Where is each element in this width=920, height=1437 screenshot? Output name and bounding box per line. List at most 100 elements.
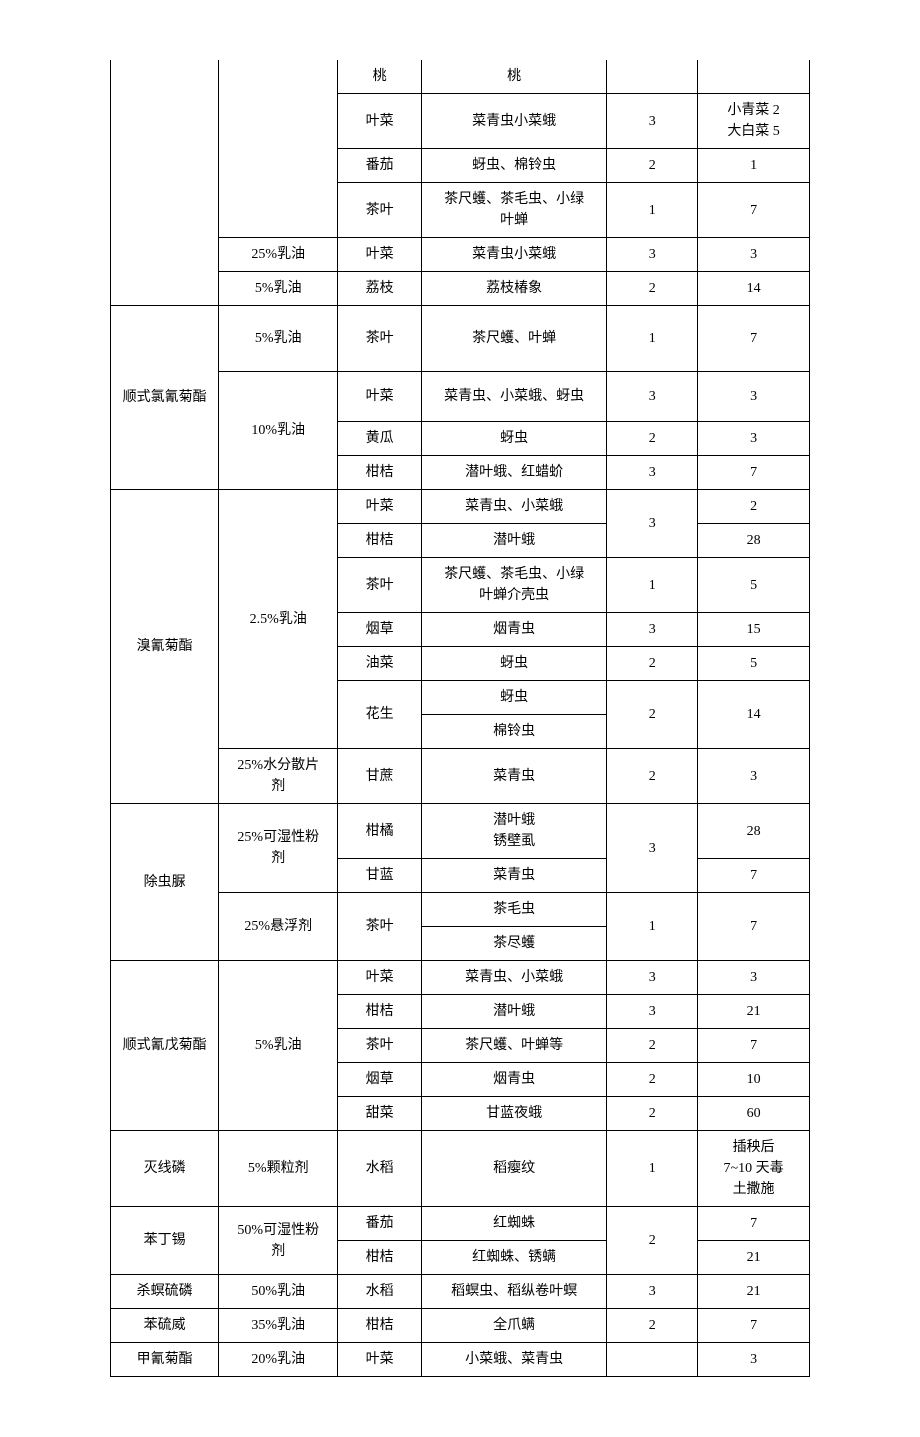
cell-col5: 2 bbox=[607, 422, 698, 456]
cell-col2: 10%乳油 bbox=[219, 372, 338, 490]
cell-col2: 25%悬浮剂 bbox=[219, 893, 338, 961]
cell-col4: 茶毛虫 bbox=[422, 893, 607, 927]
cell-col2: 2.5%乳油 bbox=[219, 490, 338, 749]
cell-col4: 茶尺蠖、叶蝉等 bbox=[422, 1029, 607, 1063]
cell-col4: 稻瘿纹 bbox=[422, 1131, 607, 1207]
cell-col6: 3 bbox=[698, 238, 810, 272]
cell-col4: 茶尽蠖 bbox=[422, 927, 607, 961]
cell-col6: 21 bbox=[698, 1241, 810, 1275]
cell-col3: 甜菜 bbox=[338, 1097, 422, 1131]
cell-col6: 14 bbox=[698, 681, 810, 749]
cell-col3: 烟草 bbox=[338, 1063, 422, 1097]
cell-col6: 7 bbox=[698, 306, 810, 372]
cell-col5: 2 bbox=[607, 681, 698, 749]
table-row: 桃桃 bbox=[111, 60, 810, 94]
cell-col5: 2 bbox=[607, 1207, 698, 1275]
cell-col1: 苯丁锡 bbox=[111, 1207, 219, 1275]
cell-col5: 2 bbox=[607, 647, 698, 681]
cell-col6: 28 bbox=[698, 524, 810, 558]
cell-col4: 桃 bbox=[422, 60, 607, 94]
cell-col4: 菜青虫、小菜蛾、蚜虫 bbox=[422, 372, 607, 422]
cell-col5: 2 bbox=[607, 272, 698, 306]
cell-col6: 7 bbox=[698, 1309, 810, 1343]
cell-col5: 3 bbox=[607, 94, 698, 149]
cell-col3: 番茄 bbox=[338, 149, 422, 183]
cell-col2: 5%乳油 bbox=[219, 306, 338, 372]
cell-col3: 茶叶 bbox=[338, 183, 422, 238]
cell-col1: 顺式氯氰菊酯 bbox=[111, 306, 219, 490]
cell-col5: 3 bbox=[607, 995, 698, 1029]
cell-col4: 蚜虫 bbox=[422, 681, 607, 715]
cell-col4: 茶尺蠖、叶蝉 bbox=[422, 306, 607, 372]
cell-col4: 菜青虫小菜蛾 bbox=[422, 94, 607, 149]
cell-col6: 7 bbox=[698, 859, 810, 893]
cell-col4: 红蜘蛛、锈螨 bbox=[422, 1241, 607, 1275]
cell-col1: 灭线磷 bbox=[111, 1131, 219, 1207]
cell-col3: 柑桔 bbox=[338, 1241, 422, 1275]
cell-col2: 5%颗粒剂 bbox=[219, 1131, 338, 1207]
cell-col3: 柑桔 bbox=[338, 995, 422, 1029]
cell-col4: 甘蓝夜蛾 bbox=[422, 1097, 607, 1131]
cell-col6: 3 bbox=[698, 749, 810, 804]
cell-col4: 棉铃虫 bbox=[422, 715, 607, 749]
cell-col2: 25%可湿性粉剂 bbox=[219, 804, 338, 893]
cell-col2: 25%乳油 bbox=[219, 238, 338, 272]
cell-col5: 3 bbox=[607, 238, 698, 272]
cell-col3: 桃 bbox=[338, 60, 422, 94]
cell-col5: 1 bbox=[607, 893, 698, 961]
cell-col2: 35%乳油 bbox=[219, 1309, 338, 1343]
cell-col4: 蚜虫、棉铃虫 bbox=[422, 149, 607, 183]
cell-col5: 2 bbox=[607, 1309, 698, 1343]
cell-col6: 21 bbox=[698, 995, 810, 1029]
cell-col5: 3 bbox=[607, 456, 698, 490]
cell-col3: 荔枝 bbox=[338, 272, 422, 306]
cell-col1: 苯硫威 bbox=[111, 1309, 219, 1343]
cell-col3: 茶叶 bbox=[338, 1029, 422, 1063]
cell-col3: 烟草 bbox=[338, 613, 422, 647]
cell-col5: 2 bbox=[607, 149, 698, 183]
cell-col3: 柑桔 bbox=[338, 1309, 422, 1343]
cell-col3: 柑桔 bbox=[338, 524, 422, 558]
cell-col4: 稻螟虫、稻纵卷叶螟 bbox=[422, 1275, 607, 1309]
cell-col6: 1 bbox=[698, 149, 810, 183]
cell-col5: 1 bbox=[607, 1131, 698, 1207]
cell-col6: 28 bbox=[698, 804, 810, 859]
cell-col6: 7 bbox=[698, 1029, 810, 1063]
table-row: 苯丁锡50%可湿性粉剂番茄红蜘蛛27 bbox=[111, 1207, 810, 1241]
cell-col3: 黄瓜 bbox=[338, 422, 422, 456]
cell-col4: 茶尺蠖、茶毛虫、小绿叶蝉介壳虫 bbox=[422, 558, 607, 613]
cell-col2: 20%乳油 bbox=[219, 1343, 338, 1377]
cell-col4: 茶尺蠖、茶毛虫、小绿叶蝉 bbox=[422, 183, 607, 238]
cell-col6: 15 bbox=[698, 613, 810, 647]
cell-col4: 潜叶蛾、红蜡蚧 bbox=[422, 456, 607, 490]
cell-col1: 甲氰菊酯 bbox=[111, 1343, 219, 1377]
cell-col1: 溴氰菊酯 bbox=[111, 490, 219, 804]
cell-col5: 3 bbox=[607, 613, 698, 647]
table-row: 杀螟硫磷50%乳油水稻稻螟虫、稻纵卷叶螟321 bbox=[111, 1275, 810, 1309]
cell-col4: 菜青虫小菜蛾 bbox=[422, 238, 607, 272]
cell-col5: 3 bbox=[607, 490, 698, 558]
table-row: 溴氰菊酯2.5%乳油叶菜菜青虫、小菜蛾32 bbox=[111, 490, 810, 524]
cell-col6: 7 bbox=[698, 456, 810, 490]
cell-col3: 花生 bbox=[338, 681, 422, 749]
cell-col6: 21 bbox=[698, 1275, 810, 1309]
cell-col3: 甘蔗 bbox=[338, 749, 422, 804]
cell-col6: 3 bbox=[698, 961, 810, 995]
cell-col4: 潜叶蛾锈壁虱 bbox=[422, 804, 607, 859]
cell-col4: 潜叶蛾 bbox=[422, 524, 607, 558]
cell-col6: 7 bbox=[698, 1207, 810, 1241]
cell-col4: 烟青虫 bbox=[422, 1063, 607, 1097]
cell-col2: 5%乳油 bbox=[219, 961, 338, 1131]
cell-col5: 2 bbox=[607, 749, 698, 804]
cell-col3: 番茄 bbox=[338, 1207, 422, 1241]
cell-col1: 杀螟硫磷 bbox=[111, 1275, 219, 1309]
cell-col4: 小菜蛾、菜青虫 bbox=[422, 1343, 607, 1377]
cell-col4: 菜青虫、小菜蛾 bbox=[422, 961, 607, 995]
cell-col4: 菜青虫 bbox=[422, 749, 607, 804]
cell-col1 bbox=[111, 60, 219, 306]
cell-col3: 叶菜 bbox=[338, 94, 422, 149]
cell-col3: 水稻 bbox=[338, 1131, 422, 1207]
cell-col4: 红蜘蛛 bbox=[422, 1207, 607, 1241]
cell-col6: 小青菜 2大白菜 5 bbox=[698, 94, 810, 149]
table-row: 顺式氰戊菊酯5%乳油叶菜菜青虫、小菜蛾33 bbox=[111, 961, 810, 995]
